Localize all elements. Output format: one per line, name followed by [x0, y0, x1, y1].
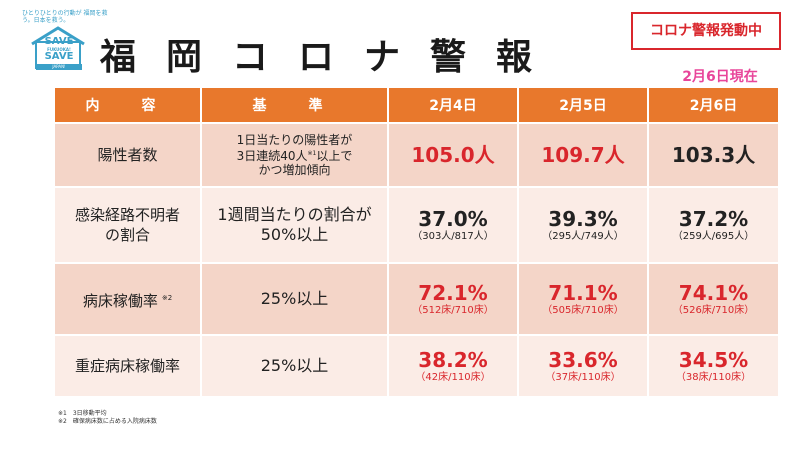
value-cell: 72.1% （512床/710床）	[389, 264, 519, 336]
value-cell: 71.1% （505床/710床）	[519, 264, 649, 336]
row-label: 感染経路不明者 の割合	[55, 188, 202, 264]
row-label: 重症病床稼働率	[55, 336, 202, 398]
value-cell: 37.2% （259人/695人）	[649, 188, 778, 264]
header-content: 内 容	[55, 88, 202, 124]
row-label: 病床稼働率 ※2	[55, 264, 202, 336]
row-criteria: 25%以上	[202, 264, 389, 336]
footnotes: ※1 3日移動平均 ※2 確保病床数に占める入院病床数	[58, 410, 157, 426]
save-fukuoka-logo: ひとりひとりの行動が 福岡を救う。日本を救う。 SAVE FUKUOKA! SA…	[22, 10, 114, 72]
value-cell: 39.3% （295人/749人）	[519, 188, 649, 264]
as-of-date: 2月6日現在	[682, 69, 758, 85]
header-date-3: 2月6日	[649, 88, 778, 124]
page-title: 福岡コロナ警報	[100, 36, 563, 78]
table-row: 陽性者数 1日当たりの陽性者が 3日連続40人※1以上で かつ増加傾向 105.…	[55, 124, 778, 188]
table-row: 感染経路不明者 の割合 1週間当たりの割合が 50%以上 37.0% （303人…	[55, 188, 778, 264]
value-cell: 74.1% （526床/710床）	[649, 264, 778, 336]
value-cell: 33.6% （37床/110床）	[519, 336, 649, 398]
logo-wordmark: SAVE FUKUOKA! SAVE	[44, 36, 74, 62]
row-label: 陽性者数	[55, 124, 202, 188]
value-cell: 105.0人	[389, 124, 519, 188]
value-cell: 38.2% （42床/110床）	[389, 336, 519, 398]
status-table: 内 容 基 準 2月4日 2月5日 2月6日 陽性者数 1日当たりの陽性者が 3…	[55, 88, 778, 398]
row-criteria: 1週間当たりの割合が 50%以上	[202, 188, 389, 264]
logo-tagline: ひとりひとりの行動が 福岡を救う。日本を救う。	[22, 10, 108, 24]
value-cell: 34.5% （38床/110床）	[649, 336, 778, 398]
row-criteria: 1日当たりの陽性者が 3日連続40人※1以上で かつ増加傾向	[202, 124, 389, 188]
header-criteria: 基 準	[202, 88, 389, 124]
value-cell: 109.7人	[519, 124, 649, 188]
header-date-2: 2月5日	[519, 88, 649, 124]
header-date-1: 2月4日	[389, 88, 519, 124]
table-row: 重症病床稼働率 25%以上 38.2% （42床/110床） 33.6% （37…	[55, 336, 778, 398]
table-header-row: 内 容 基 準 2月4日 2月5日 2月6日	[55, 88, 778, 124]
logo-subline: JAPAN!	[36, 64, 82, 70]
alert-badge: コロナ警報発動中	[631, 12, 781, 50]
footnote-2: ※2 確保病床数に占める入院病床数	[58, 418, 157, 425]
value-cell: 103.3人	[649, 124, 778, 188]
footnote-1: ※1 3日移動平均	[58, 410, 107, 417]
table-row: 病床稼働率 ※2 25%以上 72.1% （512床/710床） 71.1% （5…	[55, 264, 778, 336]
row-criteria: 25%以上	[202, 336, 389, 398]
value-cell: 37.0% （303人/817人）	[389, 188, 519, 264]
